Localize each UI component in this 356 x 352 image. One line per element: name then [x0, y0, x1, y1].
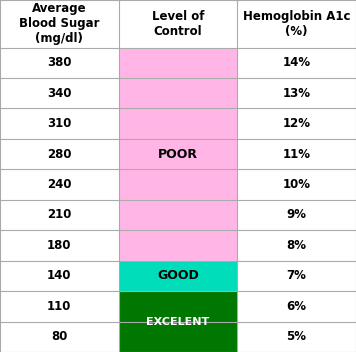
- Text: EXCELENT: EXCELENT: [146, 316, 209, 327]
- Text: 310: 310: [47, 117, 72, 130]
- Text: Level of
Control: Level of Control: [152, 10, 204, 38]
- Text: POOR: POOR: [158, 147, 198, 161]
- Text: 8%: 8%: [287, 239, 307, 252]
- Text: 380: 380: [47, 56, 72, 69]
- Bar: [119, 260, 237, 291]
- Bar: [119, 48, 237, 260]
- Text: 9%: 9%: [287, 208, 307, 221]
- Text: 5%: 5%: [287, 330, 307, 343]
- Text: 210: 210: [47, 208, 72, 221]
- Text: 13%: 13%: [283, 87, 310, 100]
- Text: 340: 340: [47, 87, 72, 100]
- Text: 240: 240: [47, 178, 72, 191]
- Text: Average
Blood Sugar
(mg/dl): Average Blood Sugar (mg/dl): [19, 2, 100, 45]
- Text: 7%: 7%: [287, 269, 307, 282]
- Text: 12%: 12%: [283, 117, 310, 130]
- Text: 140: 140: [47, 269, 72, 282]
- Text: 110: 110: [47, 300, 72, 313]
- Text: 14%: 14%: [282, 56, 311, 69]
- Text: 6%: 6%: [287, 300, 307, 313]
- Bar: [119, 291, 237, 352]
- Text: 10%: 10%: [283, 178, 310, 191]
- Text: 280: 280: [47, 147, 72, 161]
- Text: 80: 80: [51, 330, 67, 343]
- Text: 11%: 11%: [283, 147, 310, 161]
- Text: Hemoglobin A1c
(%): Hemoglobin A1c (%): [243, 10, 350, 38]
- Text: 180: 180: [47, 239, 72, 252]
- Text: GOOD: GOOD: [157, 269, 199, 282]
